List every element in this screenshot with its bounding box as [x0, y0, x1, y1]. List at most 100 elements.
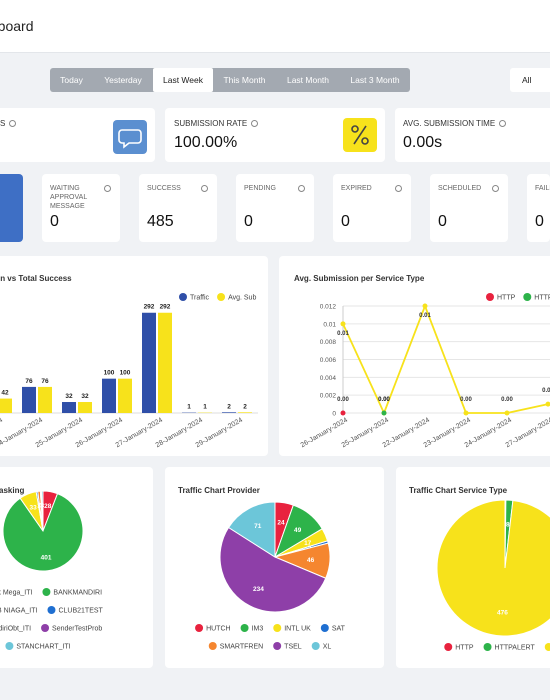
status-label: PENDING	[244, 185, 276, 192]
summary-card	[395, 108, 550, 162]
header	[0, 0, 550, 53]
chart: 24491734623471HUTCHIM3INTL UKSATSMARTFRE…	[195, 501, 346, 651]
filter-value[interactable]: All	[522, 75, 532, 85]
point	[340, 410, 346, 416]
legend-marker	[42, 588, 51, 596]
summary-label: AVG. SUBMISSION TIME	[403, 119, 507, 128]
status-card	[527, 174, 550, 242]
info-icon	[251, 120, 259, 127]
bar	[118, 378, 132, 413]
summary-label: S	[0, 119, 17, 128]
legend-marker	[544, 643, 550, 651]
legend-label: TSEL	[284, 644, 302, 651]
point	[545, 401, 550, 407]
bar-value-label: 76	[25, 378, 33, 385]
bar	[102, 378, 116, 413]
summary-label: SUBMISSION RATE	[174, 119, 259, 128]
slice-value-label: 46	[307, 557, 315, 564]
status-value: 0	[244, 213, 253, 230]
legend-label: SAT	[332, 626, 346, 633]
info-icon	[9, 120, 17, 127]
y-tick-label: 0.01	[323, 321, 336, 328]
slice-value-label: 24	[277, 519, 285, 526]
chart-card	[279, 256, 550, 456]
legend-marker	[444, 643, 453, 651]
plot: 00.0020.0040.0060.0080.010.01226-January…	[300, 293, 550, 449]
filter-select[interactable]	[510, 68, 550, 92]
bar-value-label: 292	[144, 304, 155, 311]
legend-marker	[195, 624, 204, 632]
point-value-label: 0.00	[378, 397, 390, 403]
chart: 00.0020.0040.0060.0080.010.01226-January…	[300, 293, 550, 449]
legend-marker	[179, 293, 187, 301]
info-icon	[298, 185, 305, 192]
chart: 18476HTTPHTTPALERT	[436, 499, 550, 652]
chat-icon	[113, 120, 147, 154]
status-label: FAILE	[535, 185, 550, 192]
line	[342, 303, 549, 416]
label-text: SUBMISSION RATE	[174, 119, 248, 128]
point	[463, 410, 469, 416]
bar-value-label: 1	[203, 404, 207, 411]
legend-marker	[273, 642, 282, 650]
bar-value-label: 1	[187, 404, 191, 411]
legend-marker	[486, 293, 494, 301]
date-tab[interactable]: This Month	[223, 75, 266, 85]
legend-label: INTL UK	[284, 626, 311, 633]
y-tick-label: 0.012	[320, 304, 337, 311]
dot	[351, 125, 359, 133]
status-value: 485	[147, 213, 174, 230]
info-icon	[395, 185, 402, 192]
date-tab[interactable]: Last Month	[286, 75, 330, 85]
plot: 424223-January-2024767624-January-202432…	[0, 293, 258, 449]
date-tab[interactable]: Last 3 Month	[350, 75, 400, 85]
info-icon	[104, 185, 111, 192]
highlight-card	[0, 174, 23, 242]
legend-label: IM3	[252, 626, 264, 633]
plot: 18476HTTPHTTPALERT	[436, 499, 550, 652]
slice-value-label: 33	[29, 504, 37, 511]
status-value: 0	[438, 213, 447, 230]
label-text: AVG. SUBMISSION TIME	[403, 119, 496, 128]
chart-card	[0, 256, 268, 456]
status-label: SCHEDULED	[438, 185, 482, 192]
legend-label: CLUB21TEST	[58, 608, 103, 615]
page-title: Dashboard	[0, 18, 34, 34]
date-tab[interactable]: Last Week	[153, 68, 213, 92]
status-value: 0	[50, 213, 59, 230]
legend-label: HTTPALERT	[495, 645, 536, 652]
legend-label: STANCHART_ITI	[16, 644, 70, 651]
bar-value-label: 42	[1, 390, 9, 397]
date-tab[interactable]: Today	[60, 75, 83, 85]
slice-value-label: 8	[506, 521, 510, 528]
legend-marker	[483, 643, 492, 651]
y-tick-label: 0.008	[320, 339, 337, 346]
bar	[142, 312, 156, 413]
tab-bar	[50, 68, 410, 92]
status-label: EXPIRED	[341, 185, 372, 192]
bar-value-label: 100	[104, 370, 115, 377]
slice-value-label: 71	[254, 523, 262, 530]
bar	[62, 402, 76, 413]
legend-marker	[240, 624, 249, 632]
status-value: 0	[341, 213, 350, 230]
date-tab[interactable]: Yesterday	[104, 75, 142, 85]
legend-label: Avg. Sub	[228, 295, 256, 302]
slice-value-label: 3	[41, 503, 45, 510]
slice-value-label: 28	[44, 503, 52, 510]
bar-value-label: 32	[65, 393, 73, 400]
bar	[22, 386, 36, 413]
pie-slice	[40, 490, 44, 532]
point	[381, 410, 387, 416]
point	[422, 303, 428, 309]
bar	[0, 398, 12, 413]
info-icon	[492, 185, 499, 192]
legend-marker	[311, 642, 320, 650]
y-tick-label: 0.002	[320, 393, 337, 400]
legend-label: MandiriObt_ITI	[0, 626, 31, 633]
chart-title: Avg. Submission per Service Type	[294, 274, 425, 283]
bar	[222, 412, 236, 413]
percent-glyph	[351, 125, 369, 145]
plot: 24491734623471HUTCHIM3INTL UKSATSMARTFRE…	[195, 501, 346, 651]
